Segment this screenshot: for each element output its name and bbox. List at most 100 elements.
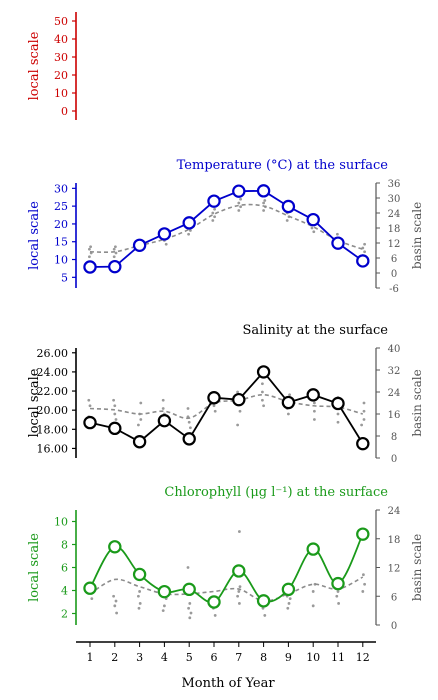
left-tick-label: 5 bbox=[61, 271, 68, 284]
right-tick-label: 0 bbox=[391, 269, 397, 280]
basin-point bbox=[88, 247, 91, 251]
basin-point bbox=[239, 205, 243, 209]
basin-point bbox=[114, 418, 118, 421]
basin-point bbox=[112, 247, 116, 251]
basin-point bbox=[138, 602, 142, 605]
left-tick-label: 6 bbox=[61, 562, 68, 575]
right-tick-label: 12 bbox=[388, 239, 401, 250]
basin-point bbox=[163, 604, 166, 608]
panel-chlorophyll: Chlorophyll (μg l⁻¹) at the surface24681… bbox=[27, 485, 424, 632]
basin-point bbox=[112, 594, 115, 598]
x-tick-label: 6 bbox=[211, 651, 218, 664]
local-series-point bbox=[132, 567, 147, 582]
left-tick-label: 4 bbox=[61, 585, 68, 598]
basin-series-line bbox=[89, 203, 364, 254]
left-tick-label: 10 bbox=[54, 254, 68, 267]
basin-point bbox=[137, 594, 140, 598]
basin-point bbox=[113, 404, 117, 408]
local-series-point bbox=[132, 435, 147, 449]
local-series-line bbox=[89, 189, 364, 268]
local-series-point bbox=[256, 365, 271, 379]
panel-top: 0 10 20 30 40 50 local scale bbox=[27, 12, 77, 120]
basin-point bbox=[187, 232, 191, 236]
right-tick-label: 24 bbox=[388, 388, 401, 399]
x-tick-label: 9 bbox=[285, 651, 292, 664]
local-series-point bbox=[356, 527, 370, 541]
x-tick-label: 12 bbox=[356, 651, 370, 664]
x-axis-label: Month of Year bbox=[181, 676, 275, 691]
basin-point bbox=[363, 250, 366, 254]
basin-point bbox=[311, 604, 315, 608]
basin-point bbox=[313, 418, 316, 421]
left-tick-label: 20 bbox=[54, 69, 68, 82]
local-series-point bbox=[331, 576, 345, 591]
basin-point bbox=[164, 242, 168, 246]
basin-point bbox=[263, 614, 267, 617]
basin-point bbox=[335, 594, 339, 598]
local-series-point bbox=[207, 595, 221, 609]
basin-point bbox=[337, 602, 340, 605]
basin-point bbox=[114, 245, 117, 249]
right-axis-label: basin scale bbox=[410, 369, 424, 436]
right-tick-label: 40 bbox=[388, 344, 401, 355]
basin-point bbox=[262, 201, 265, 205]
right-axis-label: basin scale bbox=[410, 534, 424, 601]
local-series-point bbox=[157, 227, 172, 241]
basin-point bbox=[360, 423, 363, 427]
basin-point bbox=[238, 602, 241, 605]
right-tick-label: 12 bbox=[388, 564, 401, 575]
basin-point bbox=[213, 614, 217, 617]
local-series-point bbox=[356, 436, 370, 451]
basin-point bbox=[114, 599, 118, 603]
basin-point bbox=[288, 393, 291, 397]
right-tick-label: 18 bbox=[388, 224, 401, 235]
left-tick-label: 30 bbox=[54, 182, 68, 195]
right-tick-label: 18 bbox=[388, 535, 401, 546]
basin-point bbox=[161, 609, 165, 613]
basin-point bbox=[286, 606, 290, 610]
basin-point bbox=[261, 390, 264, 394]
basin-point bbox=[238, 409, 242, 413]
x-tick-label: 5 bbox=[186, 651, 193, 664]
local-series-point bbox=[306, 388, 320, 402]
left-tick-label: 16.00 bbox=[37, 442, 69, 455]
basin-point bbox=[188, 616, 192, 620]
basin-point bbox=[285, 219, 289, 222]
local-series-point bbox=[108, 259, 122, 274]
local-series-point bbox=[232, 392, 246, 407]
basin-series-line bbox=[89, 576, 364, 602]
basin-point bbox=[187, 420, 191, 424]
right-tick-label: 24 bbox=[388, 506, 401, 517]
basin-point bbox=[113, 412, 117, 416]
local-series-point bbox=[306, 212, 320, 227]
basin-point bbox=[237, 590, 241, 593]
local-series-point bbox=[331, 396, 345, 411]
local-series-point bbox=[281, 395, 296, 410]
panel-salinity: Salinity at the surface 16.00 18.00 20.00 22… bbox=[27, 323, 424, 465]
local-series-line bbox=[89, 533, 364, 604]
x-tick-label: 11 bbox=[331, 651, 345, 664]
basin-point bbox=[211, 219, 215, 222]
basin-point bbox=[213, 207, 217, 211]
left-tick-label: 20.00 bbox=[37, 404, 69, 417]
x-tick-label: 3 bbox=[136, 651, 143, 664]
basin-point bbox=[139, 401, 143, 405]
local-series-point bbox=[281, 199, 296, 214]
basin-point bbox=[88, 255, 91, 259]
local-series-point bbox=[256, 594, 271, 608]
left-tick-label: 26.00 bbox=[37, 347, 69, 360]
basin-point bbox=[113, 604, 117, 608]
panel-temperature: Temperature (°C) at the surface 5 10 15 20 25… bbox=[27, 158, 424, 295]
basin-point bbox=[211, 211, 215, 215]
basin-point bbox=[115, 611, 118, 615]
local-series-point bbox=[132, 238, 147, 252]
basin-point bbox=[187, 606, 191, 610]
local-series-point bbox=[83, 415, 97, 430]
x-tick-label: 2 bbox=[111, 651, 118, 664]
local-series-point bbox=[281, 582, 296, 597]
local-series-point bbox=[331, 236, 345, 250]
right-tick-label: -6 bbox=[389, 284, 399, 295]
local-series-point bbox=[356, 254, 370, 268]
basin-point bbox=[161, 407, 165, 410]
basin-point bbox=[186, 566, 190, 569]
